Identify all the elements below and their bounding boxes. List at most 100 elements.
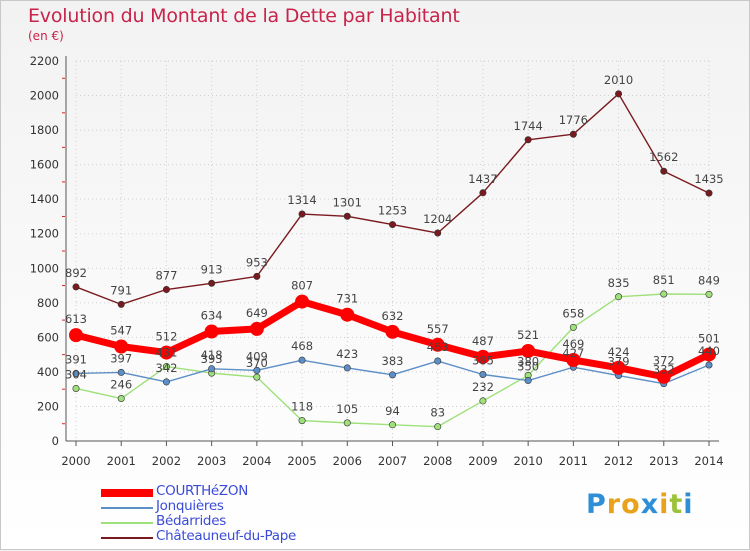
legend-swatch-jonquieres [101,507,153,509]
data-label: 557 [427,322,449,336]
data-point [615,90,623,98]
data-point [298,210,306,218]
data-point [705,290,713,298]
data-label: 431 [155,346,177,360]
data-label: 246 [110,378,132,392]
data-label: 385 [472,354,494,368]
data-point [611,360,626,375]
data-point [298,356,306,364]
data-label: 468 [291,339,313,353]
x-tick-label: 2004 [242,454,271,468]
data-label: 332 [653,363,675,377]
legend-label-chateauneuf: Châteauneuf-du-Pape [156,528,296,544]
legend-label-bedarrides: Bédarrides [156,513,226,529]
data-label: 913 [201,262,223,276]
y-tick-label: 800 [37,296,59,310]
data-point [72,283,80,291]
data-label: 1435 [694,172,723,186]
y-tick-label: 1200 [30,227,59,241]
data-point [702,347,716,362]
data-label: 1253 [378,204,407,218]
data-label: 892 [65,266,87,280]
data-point [117,300,125,308]
data-label: 393 [201,352,223,366]
legend-label-jonquieres: Jonquières [156,498,224,514]
data-label: 118 [291,400,313,414]
data-point [159,345,174,360]
data-label: 649 [246,306,268,320]
data-label: 423 [336,347,358,361]
data-point [204,324,219,339]
data-point [208,365,216,373]
data-label: 380 [517,354,539,368]
data-point [388,421,396,429]
data-point [569,130,577,138]
x-tick-label: 2008 [423,454,452,468]
data-point [388,371,396,379]
data-point [295,294,310,309]
x-tick-label: 2003 [197,454,226,468]
x-tick-label: 2011 [559,454,588,468]
legend-swatch-bedarrides [101,522,153,524]
data-label: 1776 [559,113,588,127]
data-label: 501 [698,331,720,345]
data-point [479,370,487,378]
y-tick-label: 1800 [30,123,59,137]
data-label: 1314 [287,193,316,207]
data-point [340,307,355,322]
y-tick-label: 2200 [30,54,59,68]
x-tick-label: 2006 [333,454,362,468]
data-label: 232 [472,380,494,394]
data-point [656,369,671,384]
tick-labels: 0 200 400 600 800 1000 1200 1400 1600 1800 2000 220… [30,54,724,468]
data-point [253,373,261,381]
y-tick-label: 2000 [30,89,59,103]
axes [62,56,719,446]
data-point [343,419,351,427]
data-label: 427 [562,346,584,360]
data-label: 731 [336,292,358,306]
proxiti-logo: Proxiti [586,489,694,520]
y-tick-label: 600 [37,330,59,344]
data-point [430,337,445,352]
data-label: 851 [653,273,675,287]
y-tick-label: 400 [37,365,59,379]
x-tick-label: 2001 [107,454,136,468]
data-label: 1301 [333,195,362,209]
data-point [569,323,577,331]
data-point [705,361,713,369]
data-label: 2010 [604,73,633,87]
data-point [388,221,396,229]
data-point [434,229,442,237]
data-label: 370 [246,356,268,370]
data-label: 807 [291,279,313,293]
data-point [705,189,713,197]
data-point [114,339,129,354]
data-point [343,212,351,220]
data-point [385,324,400,339]
grid-lines [75,60,710,442]
data-point [72,369,80,377]
y-tick-label: 1400 [30,192,59,206]
data-label: 547 [110,324,132,338]
data-point [434,357,442,365]
data-point [524,377,532,385]
data-label: 372 [653,354,675,368]
data-point [162,363,170,371]
data-label: 94 [385,404,400,418]
chart-unit-label: (en €) [28,29,64,43]
data-point [298,417,306,425]
data-label: 391 [65,352,87,366]
data-point [208,279,216,287]
data-label: 1562 [649,150,678,164]
data-label: 409 [246,349,268,363]
data-label: 487 [472,334,494,348]
data-labels: 892 791 877 913 953 1314 1301 1253 1204 1437 1744 1… [65,73,724,420]
data-label: 849 [698,273,720,287]
legend-swatch-courthezon [101,489,153,497]
data-label: 953 [246,255,268,269]
data-label: 634 [201,308,223,322]
x-tick-label: 2009 [468,454,497,468]
data-point [253,366,261,374]
x-tick-label: 2002 [152,454,181,468]
